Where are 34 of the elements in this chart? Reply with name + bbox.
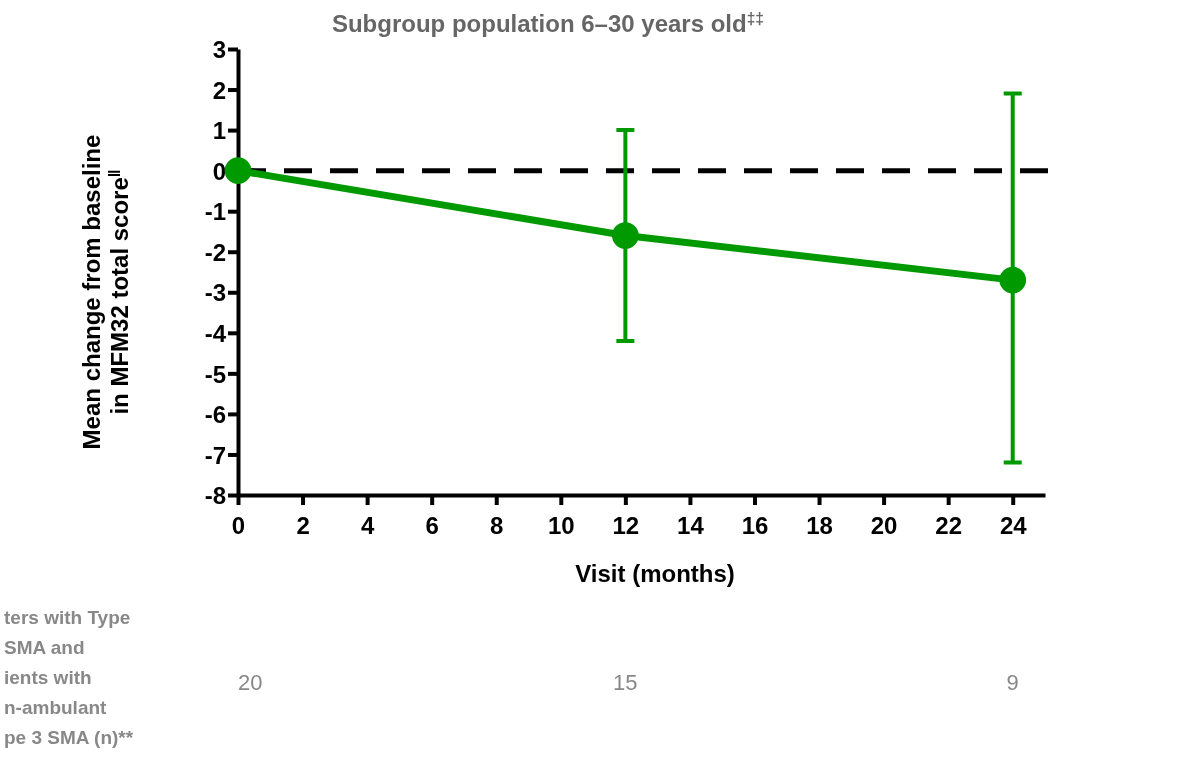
y-tick-label: -8	[204, 482, 226, 510]
y-tick-label: -6	[204, 401, 226, 429]
text: 15	[613, 670, 638, 695]
x-tick-label: 2	[296, 512, 310, 540]
y-tick-label: 1	[212, 117, 226, 145]
y-tick-label: -2	[204, 238, 226, 266]
x-tick-label: 4	[360, 512, 375, 540]
y-tick-label: -3	[204, 279, 226, 307]
point	[224, 157, 252, 184]
x-tick-label: 8	[490, 512, 504, 540]
x-tick-label: 0	[231, 512, 246, 540]
x-tick-label: 12	[612, 512, 640, 540]
x-tick-label: 18	[806, 512, 833, 540]
y-tick-label: 0	[212, 157, 226, 185]
x-tick-label: 20	[870, 512, 898, 540]
x-tick-label: 16	[741, 512, 769, 540]
point	[612, 222, 639, 249]
chart-title: Subgroup population 6–30 years old$^{‡‡}$	[331, 9, 765, 37]
x-tick-label: 22	[935, 512, 963, 540]
y-tick-label: 2	[212, 76, 226, 104]
x-axis-title: Visit (months)	[575, 560, 735, 587]
x-tick-label: 14	[677, 512, 705, 540]
y-tick-label: -4	[204, 319, 227, 347]
text: ters with Type SMA and ients with n-ambulant pe 3 SMA (n)**	[4, 607, 134, 748]
y-tick-label: -5	[204, 360, 226, 388]
x-tick-label: 6	[425, 512, 439, 540]
y-tick-label: -7	[204, 441, 226, 469]
text: 9	[1006, 670, 1019, 695]
x-tick-label: 24	[999, 512, 1028, 540]
y-tick-label: 3	[212, 36, 226, 64]
y-tick-label: -1	[204, 198, 226, 226]
text: 20	[238, 670, 263, 695]
point	[999, 266, 1027, 294]
x-tick-label: 10	[547, 512, 575, 540]
